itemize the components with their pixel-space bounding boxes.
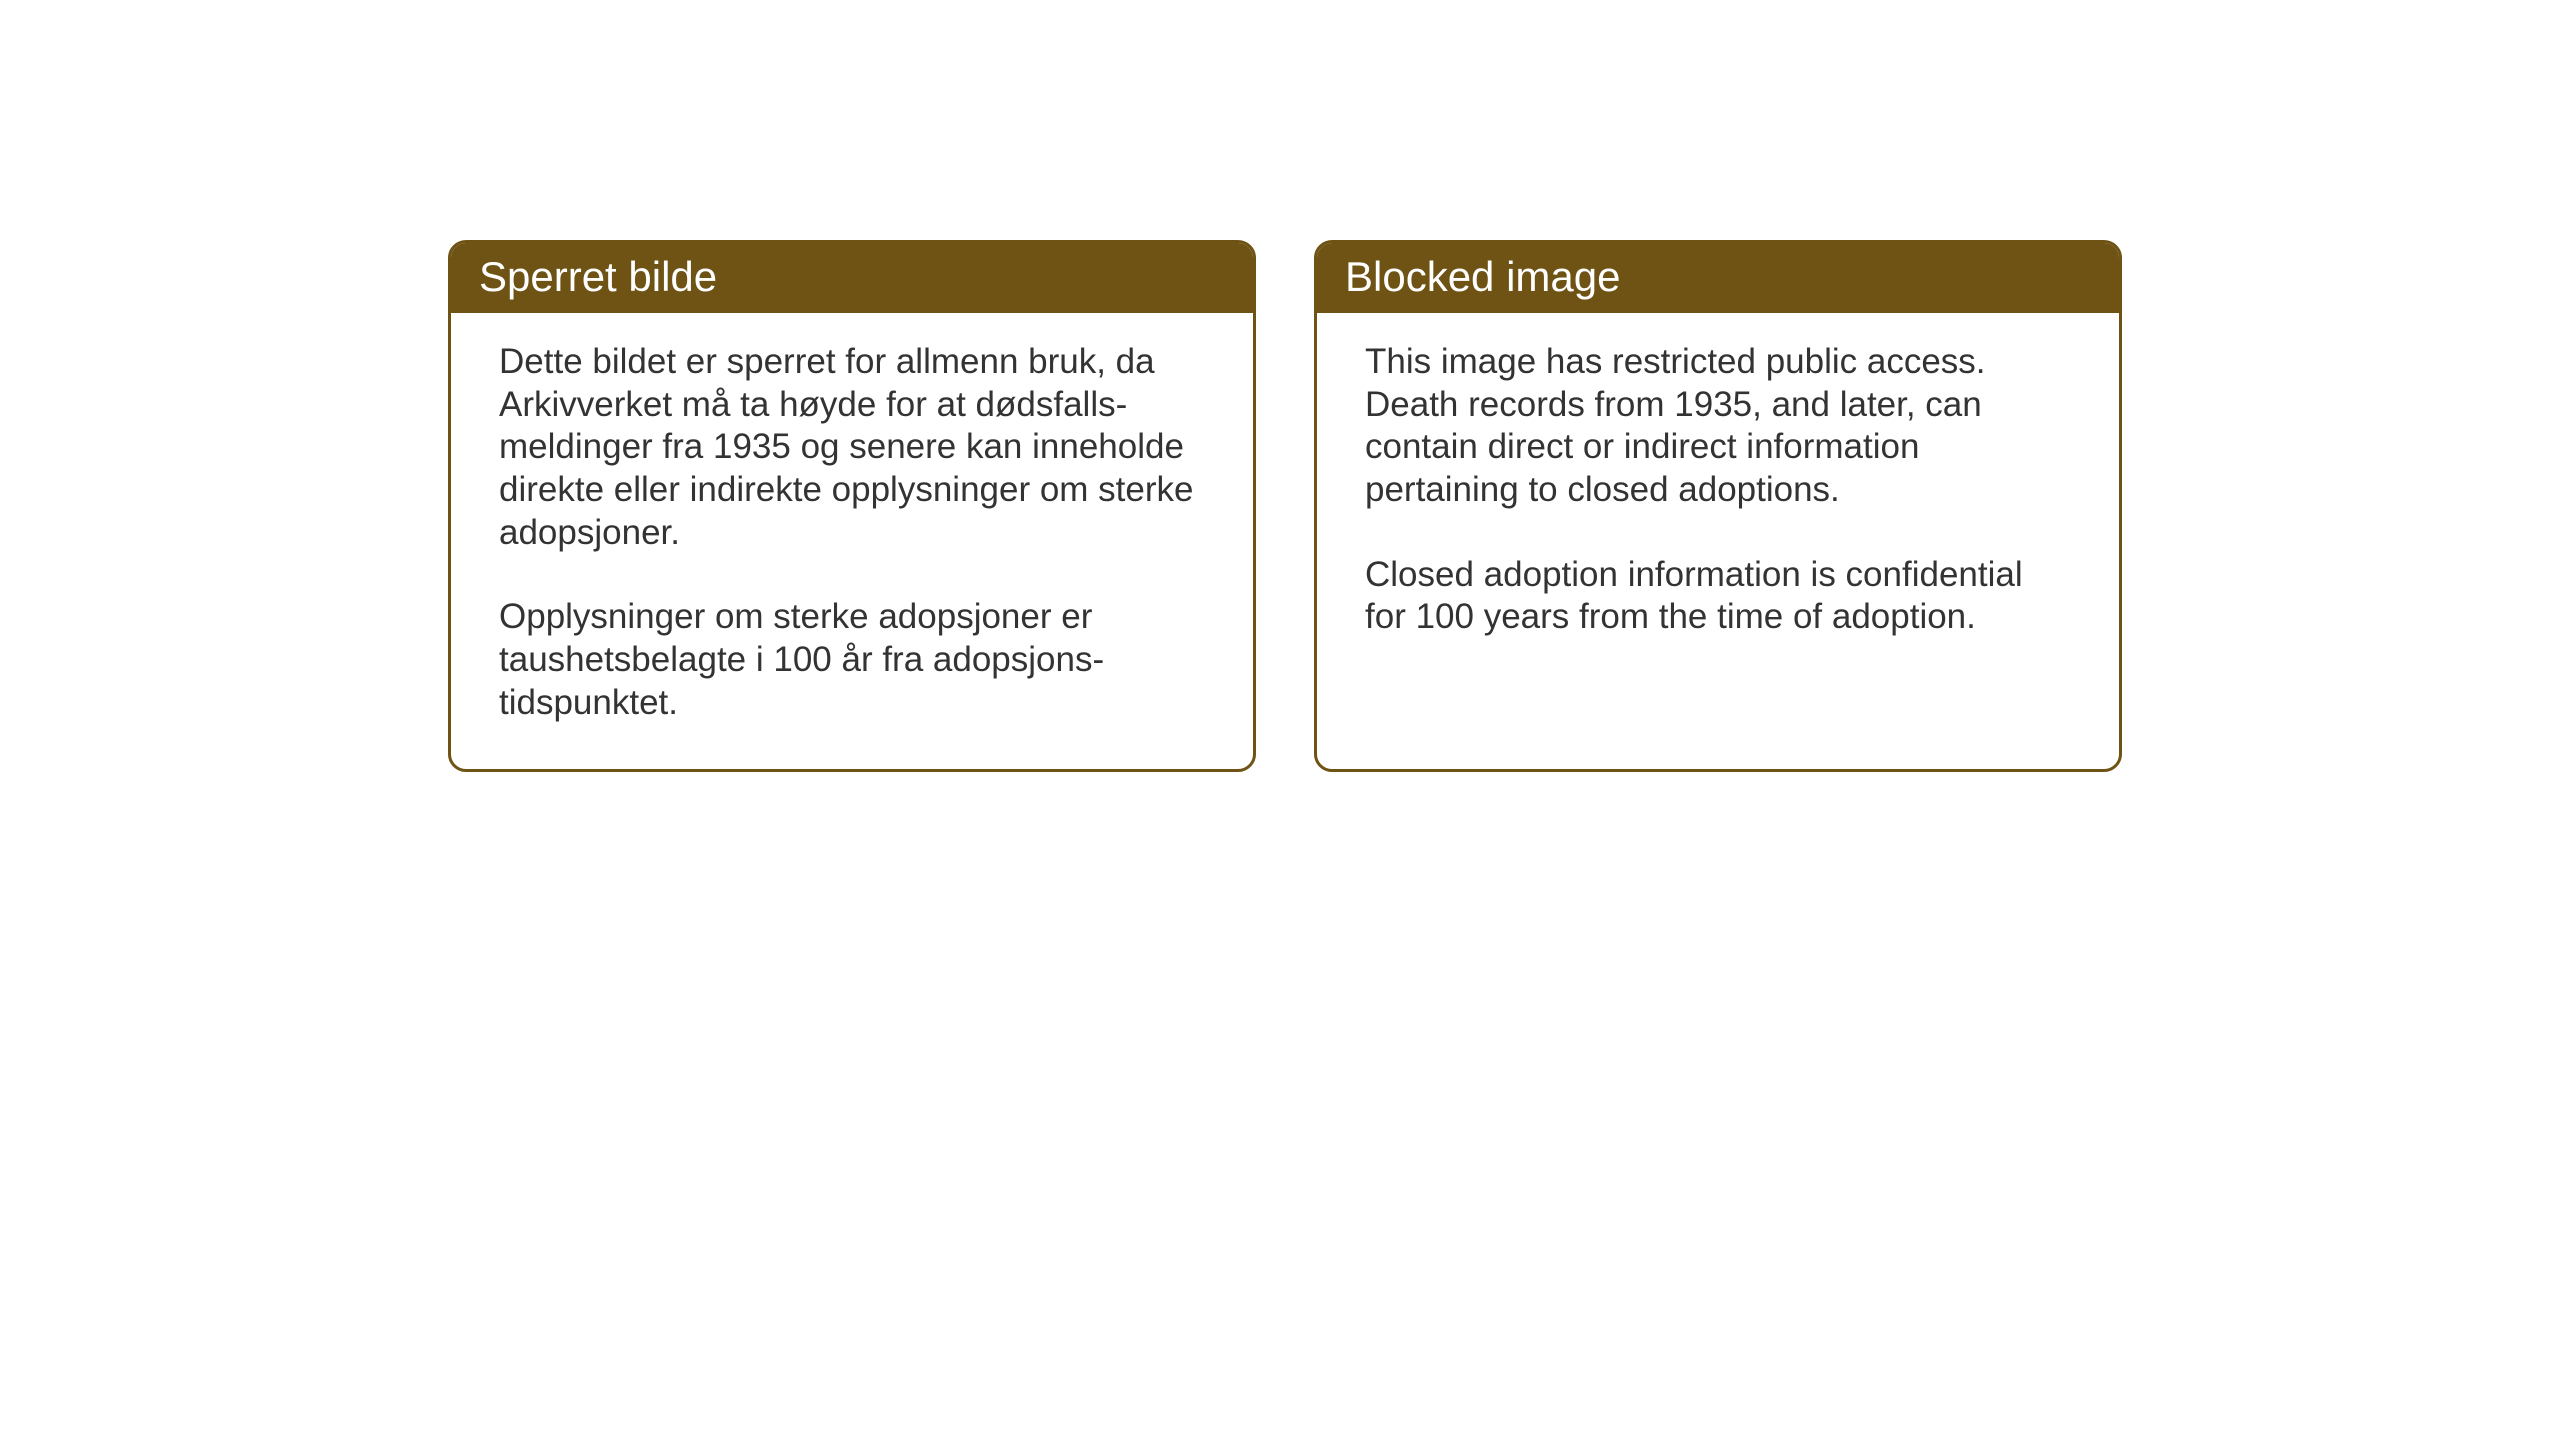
english-card-title: Blocked image: [1317, 243, 2119, 313]
norwegian-paragraph-2: Opplysninger om sterke adopsjoner er tau…: [499, 596, 1205, 724]
english-paragraph-1: This image has restricted public access.…: [1365, 341, 2071, 512]
english-card-body: This image has restricted public access.…: [1317, 313, 2119, 683]
notice-cards-container: Sperret bilde Dette bildet er sperret fo…: [448, 240, 2122, 772]
norwegian-card-title: Sperret bilde: [451, 243, 1253, 313]
english-paragraph-2: Closed adoption information is confident…: [1365, 554, 2071, 639]
norwegian-notice-card: Sperret bilde Dette bildet er sperret fo…: [448, 240, 1256, 772]
norwegian-card-body: Dette bildet er sperret for allmenn bruk…: [451, 313, 1253, 769]
english-notice-card: Blocked image This image has restricted …: [1314, 240, 2122, 772]
norwegian-paragraph-1: Dette bildet er sperret for allmenn bruk…: [499, 341, 1205, 554]
